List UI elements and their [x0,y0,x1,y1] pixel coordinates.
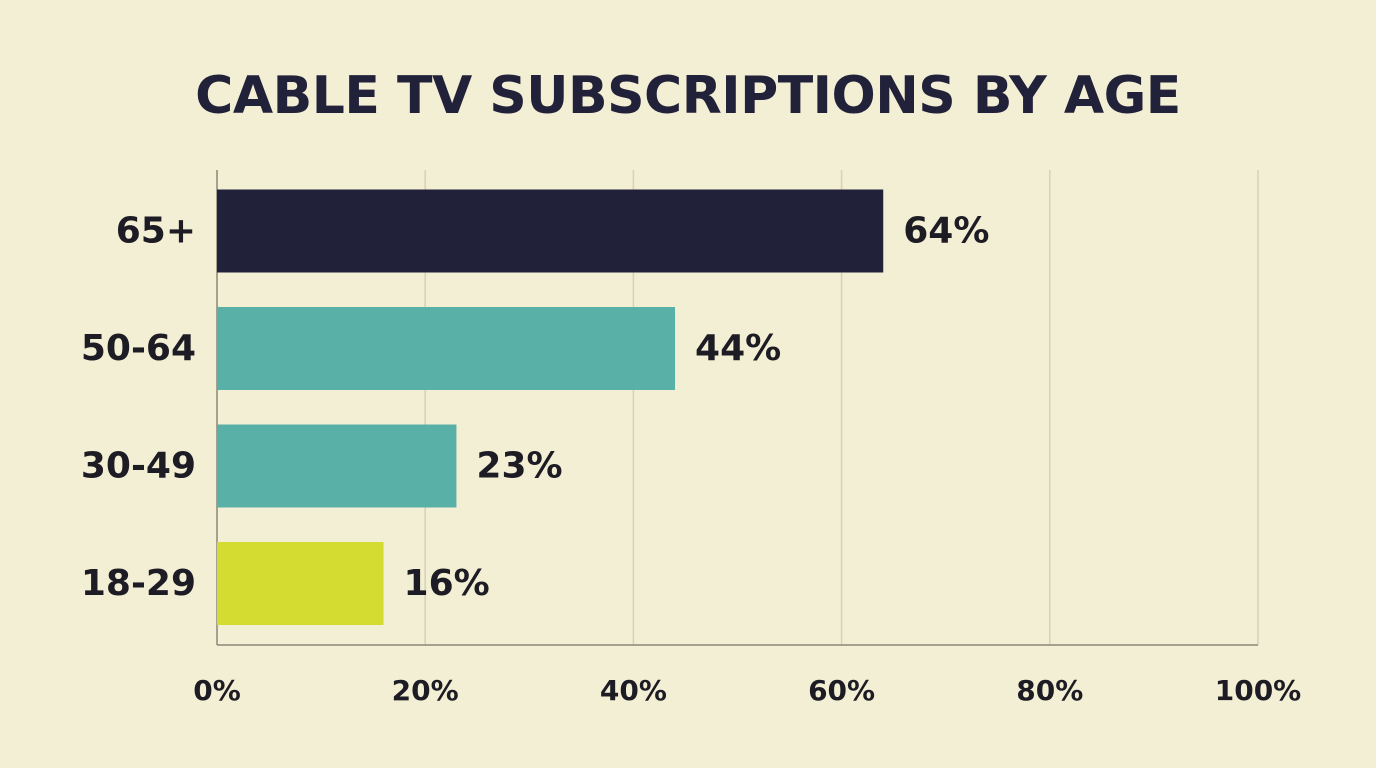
bars [217,189,884,625]
value-label: 44% [695,328,781,369]
value-label: 64% [903,211,989,252]
category-label: 65+ [116,211,196,252]
value-labels: 64% 44% 23% 16% [404,211,990,605]
chart-title: CABLE TV SUBSCRIPTIONS BY AGE [195,66,1181,126]
x-tick-labels: 0% 20% 40% 60% 80% 100% [193,674,1301,707]
bar-50-64 [217,307,676,390]
x-tick-label: 20% [392,674,459,707]
category-label: 50-64 [81,328,196,369]
value-label: 16% [404,563,490,604]
category-label: 18-29 [81,563,196,604]
x-tick-label: 100% [1215,674,1302,707]
x-tick-label: 80% [1016,674,1083,707]
x-tick-label: 40% [600,674,667,707]
bar-65+ [217,189,884,273]
x-tick-label: 60% [808,674,875,707]
x-tick-label: 0% [193,674,241,707]
bar-30-49 [217,424,457,508]
category-labels: 65+ 50-64 30-49 18-29 [81,211,196,605]
bar-18-29 [217,542,384,625]
value-label: 23% [476,446,562,487]
category-label: 30-49 [81,446,196,487]
